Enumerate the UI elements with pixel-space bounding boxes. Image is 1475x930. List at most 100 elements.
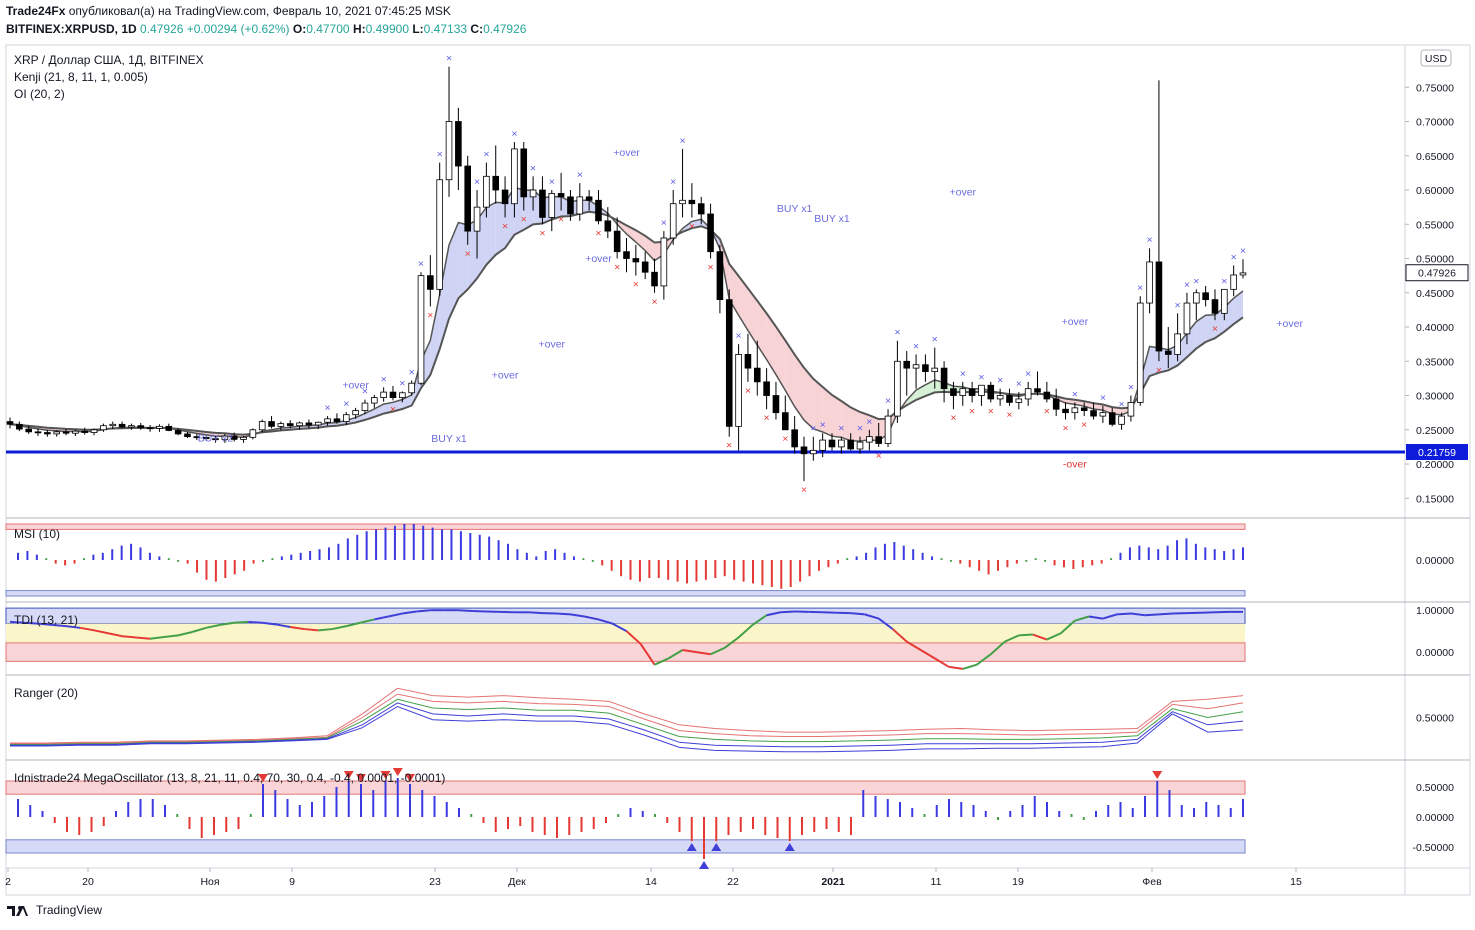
low-value: 0.47133 (423, 22, 468, 36)
msi-title: MSI (10) (14, 527, 60, 541)
candles: × × × × × × × × × × × × × × × × × × × × × × × × × × × × × × × × × × × × × × × ×… (6, 53, 1247, 496)
candle (604, 207, 612, 238)
oversold-marker: × (745, 385, 751, 397)
tdi-line-segment (850, 612, 865, 616)
candle-body (866, 436, 873, 443)
tdi-line-segment (37, 622, 53, 626)
tdi-line-segment (93, 629, 109, 635)
candle-body (184, 433, 191, 438)
candle-body (595, 199, 602, 222)
tdi-line-segment (654, 657, 669, 666)
time-axis-label: 15 (1290, 876, 1302, 888)
candle: × (1118, 399, 1125, 430)
candle: × (1183, 279, 1191, 345)
candle: × (875, 422, 883, 462)
candle: × (725, 289, 733, 452)
candle: × (819, 419, 826, 458)
tdi-line-segment (668, 649, 684, 660)
candle: × (557, 172, 565, 226)
kenji-cloud-segment (813, 378, 823, 432)
mega-sell-triangle-icon (405, 774, 415, 782)
candle: × (1024, 368, 1032, 406)
candle-body (1006, 395, 1013, 403)
candle (249, 428, 257, 440)
candle: × (1155, 80, 1163, 376)
ranger-series-line (10, 687, 1244, 744)
tdi-line-segment (1018, 633, 1033, 637)
candle-body (483, 175, 490, 208)
candle (352, 407, 359, 419)
signal-annotation: BUY x1 (814, 213, 850, 225)
candle-body (781, 412, 789, 431)
candle: × (1071, 388, 1079, 420)
close-value: 0.47926 (483, 22, 527, 36)
candle-body (314, 421, 322, 426)
candle-body (455, 121, 462, 167)
candle-body (268, 421, 275, 427)
overbought-marker: × (325, 402, 331, 414)
overbought-marker: × (1137, 282, 1143, 294)
signal-annotation: BUY x2 (198, 432, 234, 444)
signal-annotation: BUY x1 (777, 203, 813, 215)
candle-body (109, 423, 117, 427)
candle: × (735, 330, 742, 451)
oversold-marker: × (651, 296, 657, 308)
candle: × (399, 377, 406, 403)
last-price-axis-label: 0.47926 (1418, 268, 1456, 280)
overbought-marker: × (577, 169, 583, 181)
kenji-cloud-segment (383, 402, 393, 414)
tdi-line-segment (191, 626, 207, 633)
candle-body (230, 435, 238, 440)
overbought-marker: × (549, 176, 555, 188)
candle: × (1221, 275, 1228, 321)
mega-sell-triangle-icon (380, 771, 391, 779)
candle (25, 425, 32, 434)
candle-body (576, 196, 584, 215)
candle: × (539, 176, 546, 239)
oversold-marker: × (1081, 419, 1087, 431)
candle-body (417, 275, 425, 384)
candle: × (669, 176, 677, 245)
tdi-line-segment (570, 613, 585, 618)
kenji-cloud-segment (906, 390, 917, 406)
candle: × (744, 333, 752, 397)
price-axis-label: 0.50000 (1416, 254, 1454, 266)
candle (174, 428, 182, 436)
footer-brand[interactable]: TradingView (6, 903, 102, 917)
candle-body (44, 432, 51, 435)
candle-body (370, 397, 378, 404)
tdi-line-segment (262, 621, 277, 626)
candle-body (1230, 274, 1237, 290)
tdi-line-segment (1102, 613, 1118, 620)
candle (1052, 388, 1060, 417)
candle: × (763, 368, 770, 424)
candle-body (1015, 398, 1023, 403)
mega-sell-triangle-icon (356, 774, 366, 782)
candle: × (1239, 245, 1247, 279)
candle (847, 433, 854, 451)
candle: × (380, 373, 387, 402)
candle: × (595, 190, 602, 239)
candle-body (1192, 292, 1200, 304)
candle: × (884, 395, 892, 447)
kenji-cloud-segment (747, 288, 758, 346)
candle-body (884, 415, 892, 444)
overbought-marker: × (409, 366, 415, 378)
candle-body (333, 418, 341, 422)
kenji-cloud-segment (869, 415, 879, 441)
candle (1090, 402, 1097, 420)
candle (62, 429, 70, 436)
candle: × (894, 327, 901, 423)
kenji-cloud-segment (794, 354, 804, 421)
candle: × (1230, 251, 1237, 297)
mega-sell-triangle-icon (258, 774, 268, 782)
signal-annotation: +over (538, 339, 565, 351)
candle (258, 419, 266, 433)
tdi-line-segment (864, 613, 879, 620)
candle-body (137, 425, 145, 429)
tdi-axis-label: 0.00000 (1416, 647, 1454, 659)
tdi-line-segment (304, 628, 319, 632)
candle-body (464, 165, 472, 232)
mega-buy-triangle-icon (784, 843, 795, 851)
